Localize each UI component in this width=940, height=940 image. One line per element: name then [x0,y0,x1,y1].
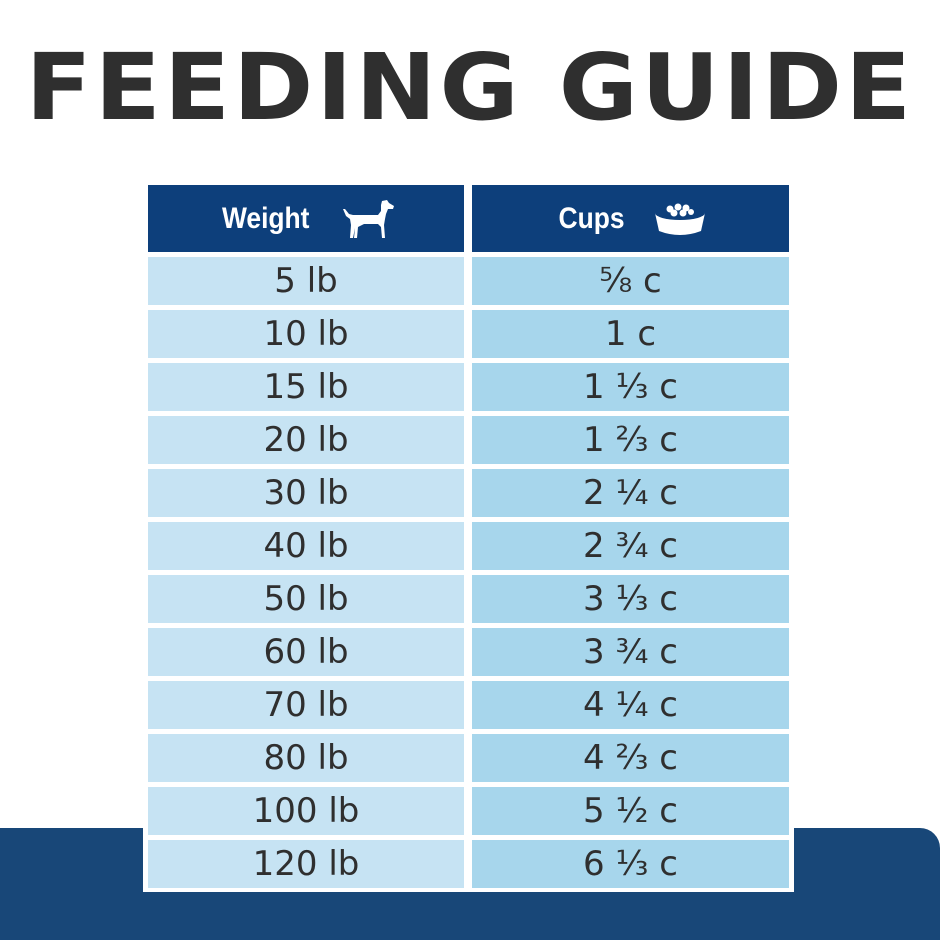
cups-cell: 3 ⅓ c [472,575,789,623]
cups-cell: 6 ⅓ c [472,840,789,888]
weight-cell: 5 lb [148,257,464,305]
cups-cell: 4 ⅔ c [472,734,789,782]
cups-cell: 1 ⅔ c [472,416,789,464]
header-weight: Weight [148,185,464,252]
table-row: 80 lb 4 ⅔ c [148,734,789,782]
food-bowl-icon [655,203,705,235]
cups-cell: 1 c [472,310,789,358]
cups-cell: 1 ⅓ c [472,363,789,411]
cups-cell: ⅝ c [472,257,789,305]
table-row: 50 lb 3 ⅓ c [148,575,789,623]
cups-cell: 2 ¾ c [472,522,789,570]
weight-cell: 100 lb [148,787,464,835]
table-row: 10 lb 1 c [148,310,789,358]
weight-cell: 70 lb [148,681,464,729]
header-weight-label: Weight [222,201,310,235]
weight-cell: 120 lb [148,840,464,888]
header-cups-label: Cups [558,201,625,235]
cups-cell: 2 ¼ c [472,469,789,517]
table-row: 40 lb 2 ¾ c [148,522,789,570]
weight-cell: 15 lb [148,363,464,411]
cups-cell: 3 ¾ c [472,628,789,676]
weight-cell: 50 lb [148,575,464,623]
table-row: 15 lb 1 ⅓ c [148,363,789,411]
table-row: 5 lb ⅝ c [148,257,789,305]
table-row: 100 lb 5 ½ c [148,787,789,835]
weight-cell: 30 lb [148,469,464,517]
feeding-table: Weight Cups 5 lb ⅝ c 10 lb 1 c 15 lb 1 ⅓ c 20 … [143,180,794,892]
weight-cell: 10 lb [148,310,464,358]
header-cups: Cups [472,185,789,252]
cups-cell: 5 ½ c [472,787,789,835]
table-row: 70 lb 4 ¼ c [148,681,789,729]
weight-cell: 80 lb [148,734,464,782]
cups-cell: 4 ¼ c [472,681,789,729]
table-row: 20 lb 1 ⅔ c [148,416,789,464]
table-row: 60 lb 3 ¾ c [148,628,789,676]
weight-cell: 20 lb [148,416,464,464]
weight-cell: 40 lb [148,522,464,570]
table-row: 30 lb 2 ¼ c [148,469,789,517]
weight-cell: 60 lb [148,628,464,676]
page-title: FEEDING GUIDE [25,34,915,141]
dog-icon [342,199,394,238]
table-row: 120 lb 6 ⅓ c [148,840,789,888]
